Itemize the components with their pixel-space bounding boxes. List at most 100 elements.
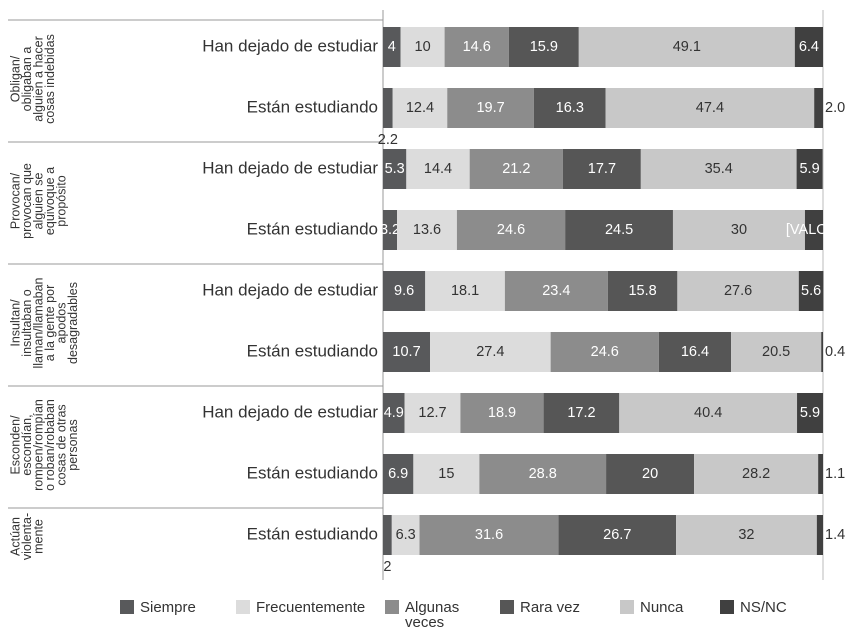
value-label: 20 bbox=[642, 466, 658, 482]
group-label: mente bbox=[31, 519, 45, 554]
bar-segment bbox=[814, 88, 823, 128]
legend-swatch bbox=[236, 600, 250, 614]
value-label: 2 bbox=[383, 559, 391, 575]
bar-segment bbox=[818, 454, 823, 494]
bar-segment bbox=[406, 149, 470, 189]
legend-item: Siempre bbox=[120, 600, 196, 615]
group-label: Esconden/ bbox=[8, 415, 22, 475]
bar-segment bbox=[413, 454, 480, 494]
legend-item: NS/NC bbox=[720, 600, 787, 615]
value-label: 32 bbox=[738, 527, 754, 543]
group-label: alguien se bbox=[31, 172, 45, 229]
group-label: Provocan/ bbox=[8, 172, 22, 229]
bar-segment bbox=[383, 454, 414, 494]
bar-segment bbox=[419, 515, 559, 555]
bar-segment bbox=[672, 210, 805, 250]
value-label: 16.3 bbox=[556, 100, 584, 116]
group-label: escondían, bbox=[20, 414, 34, 475]
value-label: 9.6 bbox=[394, 283, 414, 299]
group-label: personas bbox=[66, 419, 80, 470]
group-label: llaman/llamaban bbox=[31, 277, 45, 368]
bar-segment bbox=[383, 88, 393, 128]
value-label: 2.2 bbox=[378, 132, 398, 148]
category-label: Han dejado de estudiar bbox=[202, 158, 378, 177]
value-label: 27.4 bbox=[476, 344, 504, 360]
value-label: 5.9 bbox=[799, 161, 819, 177]
group-label: insultaban o bbox=[20, 289, 34, 356]
legend-item: Rara vez bbox=[500, 600, 580, 615]
bar-segment bbox=[430, 332, 551, 372]
bar-segment bbox=[694, 454, 819, 494]
value-label: 28.8 bbox=[529, 466, 557, 482]
value-label: 28.2 bbox=[742, 466, 770, 482]
bar-segment bbox=[508, 27, 579, 67]
bar-segment bbox=[479, 454, 607, 494]
value-label: 14.4 bbox=[424, 161, 452, 177]
bar-segment bbox=[619, 393, 798, 433]
value-label: 26.7 bbox=[603, 527, 631, 543]
bar-segment bbox=[606, 454, 695, 494]
value-label: 0.4 bbox=[825, 344, 845, 360]
value-label: 23.4 bbox=[542, 283, 570, 299]
value-label: 30 bbox=[731, 222, 747, 238]
category-label: Han dejado de estudiar bbox=[202, 402, 378, 421]
value-label: 4 bbox=[388, 39, 396, 55]
bar-segment bbox=[456, 210, 566, 250]
value-label: 1.1 bbox=[825, 466, 845, 482]
value-label: 27.6 bbox=[724, 283, 752, 299]
legend-label: Frecuentemente bbox=[256, 599, 366, 616]
legend-item: Algunas veces bbox=[385, 600, 467, 630]
bar-segment bbox=[383, 393, 405, 433]
bar-segment bbox=[460, 393, 544, 433]
group-label: violenta- bbox=[20, 513, 34, 560]
bar-segment bbox=[425, 271, 505, 311]
value-label: 16.4 bbox=[681, 344, 709, 360]
value-label: 4.9 bbox=[384, 405, 404, 421]
bar-segment bbox=[731, 332, 822, 372]
legend-item: Nunca bbox=[620, 600, 683, 615]
category-label: Están estudiando bbox=[247, 463, 378, 482]
bar-segment bbox=[804, 210, 823, 250]
bar-segment bbox=[383, 149, 407, 189]
value-label: 17.7 bbox=[588, 161, 616, 177]
value-label: 5.9 bbox=[800, 405, 820, 421]
bar-segment bbox=[383, 27, 401, 67]
value-label: 6.3 bbox=[396, 527, 416, 543]
value-label: 5.3 bbox=[385, 161, 405, 177]
value-label: 31.6 bbox=[475, 527, 503, 543]
bar-segment bbox=[558, 515, 677, 555]
value-label: 20.5 bbox=[762, 344, 790, 360]
value-label: 10.7 bbox=[392, 344, 420, 360]
value-label: 24.6 bbox=[497, 222, 525, 238]
bar-segment bbox=[816, 515, 823, 555]
group-label: cosas de otras bbox=[54, 404, 68, 485]
legend-label: Nunca bbox=[640, 599, 684, 616]
bar-segment bbox=[447, 88, 534, 128]
bar-segment bbox=[550, 332, 659, 372]
legend-swatch bbox=[620, 600, 634, 614]
bar-segment bbox=[658, 332, 732, 372]
value-label: 15 bbox=[438, 466, 454, 482]
category-label: Están estudiando bbox=[247, 97, 378, 116]
value-label: 2.0 bbox=[825, 100, 845, 116]
value-label: 21.2 bbox=[502, 161, 530, 177]
value-label: 12.7 bbox=[418, 405, 446, 421]
value-label: 47.4 bbox=[696, 100, 724, 116]
bar-segment bbox=[543, 393, 620, 433]
bar-segment bbox=[400, 27, 445, 67]
legend-label: Algunas veces bbox=[405, 599, 460, 631]
category-label: Están estudiando bbox=[247, 219, 378, 238]
value-label: 19.7 bbox=[476, 100, 504, 116]
legend-label: Siempre bbox=[140, 599, 196, 616]
bar-segment bbox=[383, 271, 426, 311]
bar-segment bbox=[504, 271, 608, 311]
value-label: 35.4 bbox=[705, 161, 733, 177]
value-label: 40.4 bbox=[694, 405, 722, 421]
legend-label: Rara vez bbox=[520, 599, 581, 616]
bar-segment bbox=[605, 88, 815, 128]
value-label: 3.2 bbox=[380, 222, 400, 238]
category-label: Están estudiando bbox=[247, 524, 378, 543]
value-label: 13.6 bbox=[413, 222, 441, 238]
group-label: cosas indebidas bbox=[43, 34, 57, 124]
group-label: equivoque a bbox=[43, 167, 57, 235]
